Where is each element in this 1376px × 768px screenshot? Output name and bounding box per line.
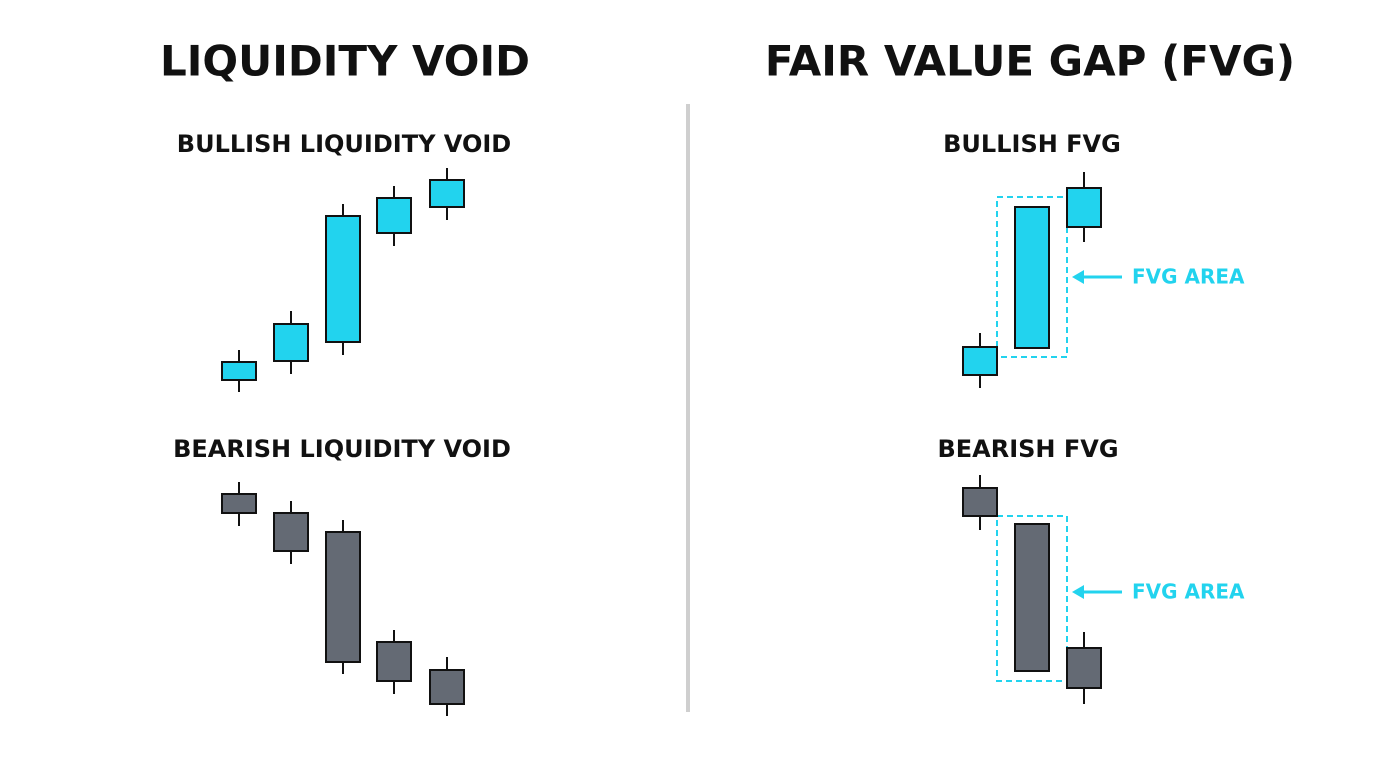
candle-body — [273, 512, 309, 552]
fvg-annotation: FVG AREA — [1132, 580, 1245, 604]
candle-body — [273, 323, 309, 362]
candle-body — [325, 531, 361, 663]
candle-body — [962, 487, 998, 517]
arrows — [1072, 270, 1122, 599]
candle-body — [376, 641, 412, 682]
candle-body — [1066, 647, 1102, 689]
fvg-area — [996, 515, 1068, 682]
pattern-label: BULLISH FVG — [943, 130, 1121, 158]
pattern-label: BEARISH FVG — [937, 435, 1118, 463]
candle-body — [429, 669, 465, 705]
candle-body — [962, 346, 998, 376]
candle-body — [1014, 523, 1050, 672]
arrow-head — [1072, 270, 1084, 284]
candle-body — [429, 179, 465, 208]
candle-body — [221, 361, 257, 381]
fvg-annotation: FVG AREA — [1132, 265, 1245, 289]
section-title: LIQUIDITY VOID — [160, 37, 530, 86]
pattern-label: BULLISH LIQUIDITY VOID — [177, 130, 511, 158]
candle-body — [1014, 206, 1050, 349]
candle-body — [1066, 187, 1102, 228]
candle-body — [376, 197, 412, 234]
section-title: FAIR VALUE GAP (FVG) — [765, 37, 1295, 86]
candle-body — [325, 215, 361, 343]
arrow-head — [1072, 585, 1084, 599]
fvg-area — [996, 196, 1068, 358]
pattern-label: BEARISH LIQUIDITY VOID — [173, 435, 511, 463]
candle-body — [221, 493, 257, 514]
